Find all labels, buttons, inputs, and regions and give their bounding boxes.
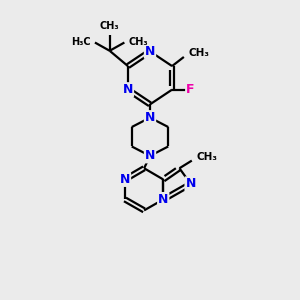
Text: N: N: [145, 111, 155, 124]
Text: N: N: [120, 173, 130, 186]
Text: F: F: [186, 83, 195, 96]
Text: CH₃: CH₃: [129, 37, 148, 47]
Text: CH₃: CH₃: [100, 21, 119, 31]
Text: N: N: [145, 149, 155, 162]
Text: CH₃: CH₃: [196, 152, 217, 162]
Text: CH₃: CH₃: [189, 48, 210, 59]
Text: H₃C: H₃C: [71, 37, 91, 47]
Text: N: N: [123, 83, 133, 96]
Text: N: N: [158, 193, 168, 206]
Text: N: N: [185, 177, 196, 190]
Text: N: N: [145, 45, 155, 58]
